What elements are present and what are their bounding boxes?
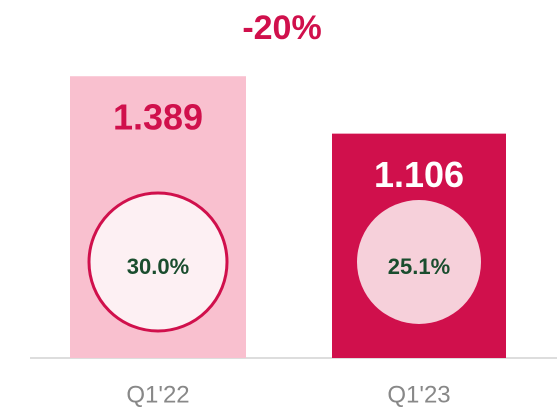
value-label: 1.389 — [113, 97, 203, 138]
circle — [357, 200, 481, 324]
circle — [87, 191, 229, 333]
value-label: 1.106 — [374, 154, 464, 195]
circle-label: 25.1% — [388, 254, 450, 279]
circle-label: 30.0% — [127, 254, 189, 279]
x-tick-label: Q1'23 — [387, 381, 450, 408]
x-tick-label: Q1'22 — [126, 381, 189, 408]
annotation: -20% — [242, 9, 321, 47]
